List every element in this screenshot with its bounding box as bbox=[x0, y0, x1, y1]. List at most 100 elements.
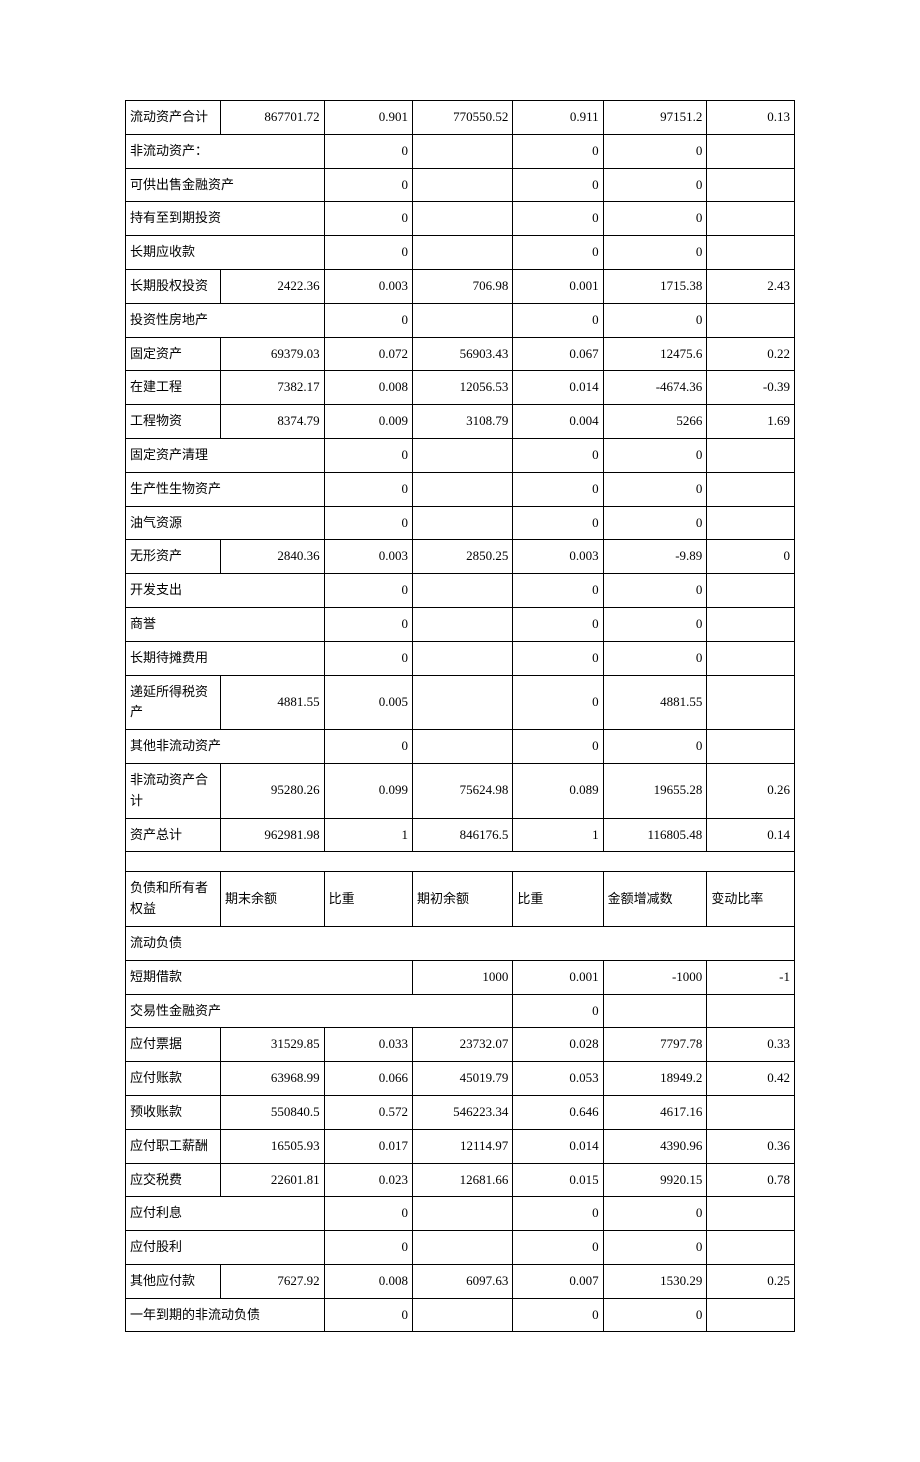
cell-value: 1715.38 bbox=[603, 269, 707, 303]
cell-value: 0 bbox=[513, 236, 603, 270]
cell-value: 0.033 bbox=[324, 1028, 412, 1062]
cell-value bbox=[707, 202, 795, 236]
cell-value bbox=[412, 134, 512, 168]
cell-value: 0 bbox=[324, 168, 412, 202]
cell-value: 0 bbox=[513, 607, 603, 641]
cell-value: 0 bbox=[324, 730, 412, 764]
row-label: 其他非流动资产 bbox=[126, 730, 325, 764]
cell-value: 2850.25 bbox=[412, 540, 512, 574]
cell-value: 9920.15 bbox=[603, 1163, 707, 1197]
cell-value: 962981.98 bbox=[220, 818, 324, 852]
cell-value: 1 bbox=[513, 818, 603, 852]
table-row: 应付账款63968.990.06645019.790.05318949.20.4… bbox=[126, 1062, 795, 1096]
cell-value: 12681.66 bbox=[412, 1163, 512, 1197]
table-row: 应付票据31529.850.03323732.070.0287797.780.3… bbox=[126, 1028, 795, 1062]
section-label: 流动负债 bbox=[126, 926, 795, 960]
row-label: 应付利息 bbox=[126, 1197, 325, 1231]
cell-value: 0.14 bbox=[707, 818, 795, 852]
cell-value: 4617.16 bbox=[603, 1095, 707, 1129]
cell-value bbox=[603, 994, 707, 1028]
column-header: 金额增减数 bbox=[603, 872, 707, 927]
cell-value: 706.98 bbox=[412, 269, 512, 303]
table-row: 开发支出000 bbox=[126, 574, 795, 608]
cell-value: 0 bbox=[603, 607, 707, 641]
cell-value: -1 bbox=[707, 960, 795, 994]
cell-value: 22601.81 bbox=[220, 1163, 324, 1197]
cell-value: 0.014 bbox=[513, 371, 603, 405]
cell-value: 63968.99 bbox=[220, 1062, 324, 1096]
cell-value: 867701.72 bbox=[220, 101, 324, 135]
cell-value: 18949.2 bbox=[603, 1062, 707, 1096]
cell-value bbox=[412, 438, 512, 472]
cell-value: 0 bbox=[513, 472, 603, 506]
cell-value bbox=[412, 574, 512, 608]
cell-value bbox=[412, 472, 512, 506]
table-row: 应付职工薪酬16505.930.01712114.970.0144390.960… bbox=[126, 1129, 795, 1163]
cell-value: 2.43 bbox=[707, 269, 795, 303]
cell-value: 0 bbox=[603, 1197, 707, 1231]
cell-value: 0.42 bbox=[707, 1062, 795, 1096]
cell-value bbox=[707, 1095, 795, 1129]
balance-sheet-table: 流动资产合计867701.720.901770550.520.91197151.… bbox=[125, 100, 795, 1332]
cell-value: 0 bbox=[603, 574, 707, 608]
cell-value: 0.089 bbox=[513, 763, 603, 818]
table-row: 非流动资产合计95280.260.09975624.980.08919655.2… bbox=[126, 763, 795, 818]
cell-value: 0 bbox=[603, 506, 707, 540]
cell-value: 0 bbox=[603, 730, 707, 764]
cell-value: 0.003 bbox=[513, 540, 603, 574]
row-label: 工程物资 bbox=[126, 405, 221, 439]
cell-value: 0 bbox=[324, 236, 412, 270]
cell-value: 0 bbox=[603, 1231, 707, 1265]
cell-value: 0 bbox=[324, 506, 412, 540]
cell-value: 846176.5 bbox=[412, 818, 512, 852]
cell-value: 0 bbox=[324, 1298, 412, 1332]
row-label: 长期应收款 bbox=[126, 236, 325, 270]
table-row: 其他非流动资产000 bbox=[126, 730, 795, 764]
cell-value bbox=[412, 1231, 512, 1265]
cell-value: 0.003 bbox=[324, 540, 412, 574]
cell-value: 97151.2 bbox=[603, 101, 707, 135]
cell-value: 0.646 bbox=[513, 1095, 603, 1129]
cell-value: 12114.97 bbox=[412, 1129, 512, 1163]
table-row: 资产总计962981.981846176.51116805.480.14 bbox=[126, 818, 795, 852]
cell-value: 12056.53 bbox=[412, 371, 512, 405]
cell-value: 1000 bbox=[412, 960, 512, 994]
cell-value: 0.014 bbox=[513, 1129, 603, 1163]
cell-value: 0 bbox=[603, 202, 707, 236]
cell-value: 19655.28 bbox=[603, 763, 707, 818]
cell-value: 0 bbox=[513, 675, 603, 730]
cell-value bbox=[707, 236, 795, 270]
cell-value: 8374.79 bbox=[220, 405, 324, 439]
cell-value: 0.005 bbox=[324, 675, 412, 730]
table-row: 负债和所有者权益期末余额比重期初余额比重金额增减数变动比率 bbox=[126, 872, 795, 927]
cell-value: 0.001 bbox=[513, 269, 603, 303]
cell-value: 0.099 bbox=[324, 763, 412, 818]
cell-value: 0 bbox=[324, 1231, 412, 1265]
cell-value bbox=[707, 134, 795, 168]
row-label: 资产总计 bbox=[126, 818, 221, 852]
cell-value: 0 bbox=[324, 472, 412, 506]
cell-value bbox=[707, 607, 795, 641]
cell-value: 0 bbox=[603, 438, 707, 472]
cell-value bbox=[412, 236, 512, 270]
row-label: 交易性金融资产 bbox=[126, 994, 513, 1028]
row-label: 流动资产合计 bbox=[126, 101, 221, 135]
cell-value: 0 bbox=[603, 303, 707, 337]
table-row: 固定资产69379.030.07256903.430.06712475.60.2… bbox=[126, 337, 795, 371]
table-row: 应付股利000 bbox=[126, 1231, 795, 1265]
cell-value: 0.78 bbox=[707, 1163, 795, 1197]
cell-value: 4881.55 bbox=[603, 675, 707, 730]
cell-value: 5266 bbox=[603, 405, 707, 439]
cell-value: 4390.96 bbox=[603, 1129, 707, 1163]
cell-value bbox=[707, 472, 795, 506]
cell-value bbox=[707, 506, 795, 540]
cell-value: 0 bbox=[513, 1231, 603, 1265]
column-header: 期末余额 bbox=[220, 872, 324, 927]
table-row: 流动资产合计867701.720.901770550.520.91197151.… bbox=[126, 101, 795, 135]
row-label: 一年到期的非流动负债 bbox=[126, 1298, 325, 1332]
cell-value: 0.015 bbox=[513, 1163, 603, 1197]
cell-value: 0.36 bbox=[707, 1129, 795, 1163]
table-row: 应付利息000 bbox=[126, 1197, 795, 1231]
row-label: 商誉 bbox=[126, 607, 325, 641]
cell-value bbox=[707, 1298, 795, 1332]
